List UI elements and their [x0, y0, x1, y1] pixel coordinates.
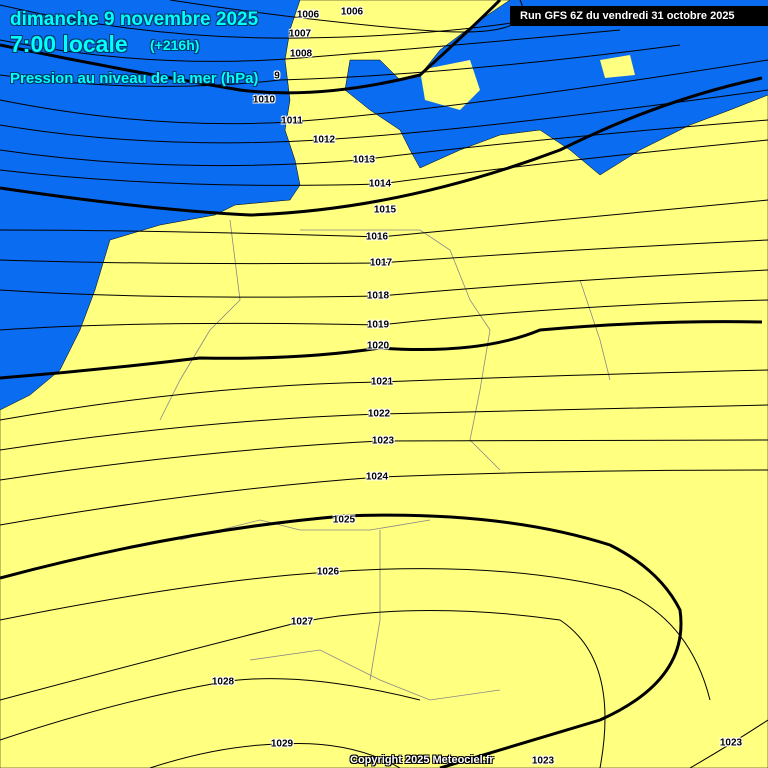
isobar-label: 1014 — [368, 178, 392, 190]
isobar-label: 1023 — [531, 755, 555, 767]
isobar-label: 1019 — [366, 319, 390, 331]
run-label: Run GFS 6Z du vendredi 31 octobre 2025 — [510, 6, 768, 26]
isobar-label: 1006 — [296, 9, 320, 21]
forecast-time: 7:00 locale — [10, 31, 128, 57]
isobar-label: 1020 — [366, 340, 390, 352]
isobar-label: 1015 — [373, 204, 397, 216]
island-land — [600, 55, 635, 78]
isobar-label: 1010 — [252, 94, 276, 106]
isobar-label: 1027 — [290, 616, 314, 628]
isobar-label: 1017 — [369, 257, 393, 269]
isobar-label: 1007 — [288, 28, 312, 40]
isobar-label: 1018 — [366, 290, 390, 302]
isobar-label: 1006 — [340, 6, 364, 18]
isobar-label: 1029 — [270, 738, 294, 750]
island-land — [420, 60, 480, 110]
isobar-label: 1025 — [332, 514, 356, 526]
isobar-label: 1011 — [281, 115, 303, 127]
isobar-label: 1013 — [352, 154, 376, 166]
lead-time: (+216h) — [150, 37, 200, 53]
isobar-label: 1008 — [289, 48, 313, 60]
copyright: Copyright 2025 Meteociel.fr — [350, 754, 494, 766]
isobar-label: 1028 — [211, 676, 235, 688]
isobar-label: 1023 — [719, 737, 743, 749]
isobar-label: 1023 — [371, 435, 395, 447]
parameter-label: Pression au niveau de la mer (hPa) — [10, 70, 259, 87]
isobar-label: 1024 — [365, 471, 389, 483]
isobar-label: 1012 — [312, 134, 336, 146]
isobar-label: 1016 — [365, 231, 389, 243]
isobar-label: 1022 — [367, 408, 391, 420]
isobar-label: 9 — [274, 70, 280, 82]
forecast-date: dimanche 9 novembre 2025 — [10, 9, 259, 30]
isobar-label: 1026 — [316, 566, 340, 578]
isobar-label: 1021 — [370, 376, 394, 388]
